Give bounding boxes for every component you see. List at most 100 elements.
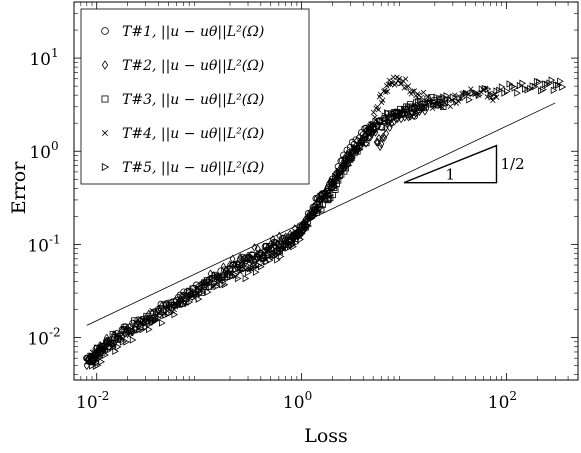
series-5-trace-37 bbox=[213, 282, 221, 291]
series-5-trace-157 bbox=[533, 77, 541, 86]
series-4-trace-4 bbox=[91, 349, 97, 355]
series-5-trace-132 bbox=[453, 97, 460, 106]
series-5-trace-119 bbox=[406, 103, 414, 111]
series-5-trace-79 bbox=[313, 206, 321, 215]
series-5-trace-34 bbox=[201, 282, 209, 290]
series-5-point-3 bbox=[142, 323, 150, 331]
legend-item-5: T#5, ||u − uθ||L²(Ω) bbox=[101, 160, 264, 176]
series-3-trace-53 bbox=[249, 252, 256, 259]
series-3-trace-52 bbox=[247, 256, 254, 263]
series-2-trace-136 bbox=[405, 112, 412, 122]
series-3-trace-126 bbox=[420, 104, 427, 112]
series-5-trace-31 bbox=[192, 289, 200, 298]
legend-box bbox=[80, 8, 310, 185]
series-4-trace-41 bbox=[201, 283, 208, 289]
series-5-trace-160 bbox=[540, 85, 547, 94]
series-5-trace-89 bbox=[332, 172, 339, 181]
series-4-point-4 bbox=[142, 315, 149, 322]
series-5-trace-11 bbox=[117, 334, 125, 343]
series-5-trace-61 bbox=[279, 245, 287, 254]
data-points bbox=[83, 74, 567, 371]
series-3-trace-4 bbox=[95, 348, 102, 355]
legend-label-4: T#4, ||u − uθ||L²(Ω) bbox=[122, 126, 264, 142]
series-5-trace-102 bbox=[362, 134, 370, 143]
series-5-trace-65 bbox=[287, 242, 294, 251]
series-5-trace-14 bbox=[129, 336, 137, 344]
series-5-trace-40 bbox=[221, 281, 229, 289]
series-4-point-5 bbox=[165, 304, 172, 311]
series-4-trace-159 bbox=[442, 100, 448, 106]
series-5-trace-127 bbox=[433, 93, 441, 101]
series-5-trace-5 bbox=[100, 347, 107, 356]
series-5-trace-94 bbox=[343, 158, 351, 167]
series-4-trace-143 bbox=[404, 84, 410, 91]
series-2-trace-56 bbox=[254, 244, 261, 253]
series-5-trace-47 bbox=[242, 274, 250, 283]
series-5-point-5 bbox=[186, 298, 194, 306]
series-3-trace-58 bbox=[263, 243, 270, 250]
series-5-trace-59 bbox=[274, 256, 281, 264]
series-2-trace-61 bbox=[272, 241, 278, 250]
series-5-trace-41 bbox=[224, 274, 232, 283]
series-5-trace-23 bbox=[162, 311, 169, 319]
series-2-trace-127 bbox=[388, 119, 395, 128]
series-5-trace-158 bbox=[536, 78, 543, 86]
series-4-trace-30 bbox=[168, 301, 174, 307]
series-5-point-15 bbox=[333, 175, 341, 184]
series-2-trace-126 bbox=[386, 123, 393, 132]
series-5-trace-150 bbox=[514, 89, 521, 97]
series-5-trace-19 bbox=[149, 318, 156, 327]
series-3-trace-47 bbox=[233, 260, 240, 268]
series-5-trace-68 bbox=[293, 239, 300, 247]
reference-overlay: 1 1/2 bbox=[86, 102, 556, 326]
series-5-trace-164 bbox=[550, 86, 558, 95]
series-5-trace-25 bbox=[171, 310, 179, 319]
series-4-trace-62 bbox=[265, 247, 272, 253]
series-5-trace-111 bbox=[384, 109, 391, 117]
series-5-trace-95 bbox=[345, 161, 353, 169]
series-5-trace-12 bbox=[123, 338, 130, 346]
series-4-point-14 bbox=[310, 209, 317, 216]
y-tick-label-1: 10-1 bbox=[27, 232, 60, 256]
slope-triangle bbox=[403, 144, 498, 184]
series-4-trace-137 bbox=[395, 77, 401, 84]
series-5-trace-73 bbox=[302, 224, 309, 232]
series-5-trace-149 bbox=[509, 82, 516, 91]
series-5-trace-72 bbox=[300, 226, 308, 235]
series-5-trace-21 bbox=[155, 314, 163, 322]
slope-base-label: 1 bbox=[445, 166, 455, 184]
series-5-trace-60 bbox=[277, 252, 285, 261]
series-5-trace-163 bbox=[548, 76, 556, 84]
series-5-trace-50 bbox=[252, 268, 260, 276]
series-3-trace-23 bbox=[152, 313, 159, 321]
series-4-trace-3 bbox=[89, 349, 96, 356]
series-5-trace-80 bbox=[315, 199, 323, 208]
series-4-trace-128 bbox=[384, 88, 391, 94]
series-5-trace-35 bbox=[204, 288, 212, 296]
series-4-trace-169 bbox=[468, 86, 474, 92]
series-2-trace-46 bbox=[220, 262, 227, 271]
series-4-trace-94 bbox=[330, 179, 337, 185]
series-2-trace-16 bbox=[119, 326, 125, 335]
axis-ticks: 10-2 100 102 10-2 10-1 100 101 bbox=[27, 1, 579, 413]
x-tick-label-2: 102 bbox=[488, 389, 517, 413]
series-4-trace-59 bbox=[256, 257, 262, 263]
series-3-trace-41 bbox=[211, 271, 218, 279]
series-3-trace-110 bbox=[379, 123, 386, 130]
series-4-trace-158 bbox=[439, 104, 446, 111]
series-3-trace-49 bbox=[241, 255, 248, 263]
series-5-trace-16 bbox=[136, 326, 143, 334]
series-5-trace-99 bbox=[354, 146, 362, 154]
series-5-trace-107 bbox=[372, 117, 380, 125]
series-5-trace-0 bbox=[91, 356, 98, 365]
series-5-trace-54 bbox=[265, 251, 272, 260]
series-5-trace-126 bbox=[430, 98, 438, 106]
legend-marker-2 bbox=[101, 60, 109, 70]
series-5-trace-77 bbox=[308, 214, 316, 223]
series-5-trace-167 bbox=[557, 77, 564, 85]
series-5-trace-96 bbox=[349, 154, 357, 162]
series-5-point-10 bbox=[275, 249, 283, 258]
series-5-trace-134 bbox=[459, 94, 467, 102]
